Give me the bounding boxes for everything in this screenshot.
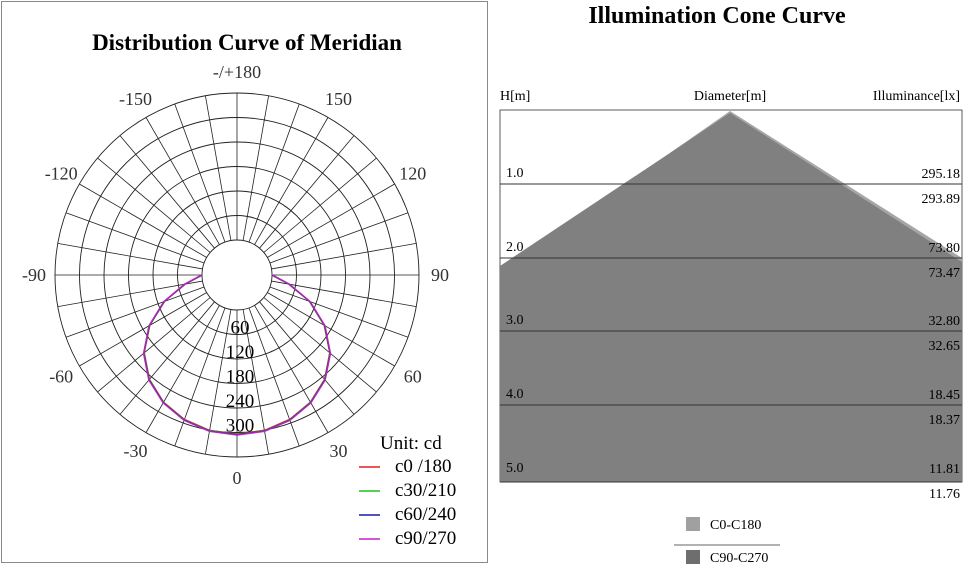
polar-legend: c0 /180 c30/210 c60/240 c90/270 <box>359 456 456 549</box>
cone-legend: C0-C180 C90-C270 <box>674 517 780 566</box>
polar-curve-3 <box>142 274 332 436</box>
polar-ring-labels: 60 120 180 240 300 <box>226 318 255 437</box>
polar-ring-label: 60 <box>231 318 250 339</box>
polar-angle-label: -30 <box>124 441 148 461</box>
cone-height-label: 4.0 <box>506 387 524 402</box>
cone-illuminance-upper: 32.80 <box>929 314 961 329</box>
cone-chart-panel: Illumination Cone Curve H[m] Diameter[m]… <box>496 0 971 567</box>
polar-angle-label: -60 <box>49 367 73 387</box>
cone-illuminance-upper: 73.80 <box>929 241 961 256</box>
cone-illuminance-upper: 11.81 <box>929 462 960 477</box>
polar-angle-label: 0 <box>233 468 242 488</box>
polar-angle-label: 120 <box>399 164 426 184</box>
polar-legend-label: c90/270 <box>395 528 456 549</box>
polar-angle-label: 150 <box>325 89 352 109</box>
polar-curves <box>142 274 332 436</box>
header-diameter: Diameter[m] <box>694 89 766 104</box>
header-h: H[m] <box>500 89 530 104</box>
polar-chart: Distribution Curve of Meridian -/+180 150… <box>22 30 456 549</box>
polar-angle-label: -90 <box>22 265 46 285</box>
cone-height-label: 3.0 <box>506 313 524 328</box>
polar-legend-label: c0 /180 <box>395 456 451 477</box>
cone-legend-label: C90-C270 <box>710 551 768 566</box>
polar-angle-label: 90 <box>431 265 449 285</box>
polar-ring-label: 300 <box>226 416 255 437</box>
polar-title: Distribution Curve of Meridian <box>92 30 402 55</box>
cone-legend-swatch <box>686 517 700 531</box>
polar-ring <box>54 92 420 458</box>
cone-body: 1.0 295.18 293.89 2.0 73.80 73.47 3.0 32.80 32.6… <box>499 109 963 502</box>
polar-ring <box>177 215 297 335</box>
cone-illuminance-upper: 18.45 <box>929 388 961 403</box>
polar-legend-label: c60/240 <box>395 504 456 525</box>
cone-chart: Illumination Cone Curve H[m] Diameter[m]… <box>499 3 963 566</box>
polar-angle-label: 30 <box>330 441 348 461</box>
polar-ring-label: 180 <box>226 367 255 388</box>
cone-height-label: 2.0 <box>506 240 524 255</box>
polar-ring-label: 120 <box>226 342 255 363</box>
polar-angle-label: -120 <box>45 164 78 184</box>
cone-title: Illumination Cone Curve <box>588 3 846 29</box>
cone-legend-label: C0-C180 <box>710 518 761 533</box>
polar-angle-label: -150 <box>119 89 152 109</box>
cone-illuminance-lower: 11.76 <box>929 487 960 502</box>
polar-ring <box>152 190 322 360</box>
cone-illuminance-lower: 293.89 <box>922 192 961 207</box>
cone-illuminance-upper: 295.18 <box>922 167 961 182</box>
polar-ring <box>128 166 346 384</box>
polar-angle-labels: -/+180 150 120 90 60 -30 0 30 -60 -90 -120 -150 <box>22 62 449 488</box>
cone-illuminance-lower: 18.37 <box>929 413 961 428</box>
polar-angle-label: -/+180 <box>213 62 261 82</box>
polar-ring <box>201 239 273 311</box>
unit-label: Unit: cd <box>380 433 442 454</box>
polar-ring-label: 240 <box>226 391 255 412</box>
polar-ring <box>79 117 395 433</box>
cone-illuminance-lower: 32.65 <box>929 339 961 354</box>
cone-legend-swatch <box>686 550 700 564</box>
cone-illuminance-lower: 73.47 <box>929 266 961 281</box>
polar-legend-label: c30/210 <box>395 480 456 501</box>
cone-height-label: 1.0 <box>506 166 524 181</box>
header-illuminance: Illuminance[lx] <box>873 89 960 104</box>
polar-chart-panel: Distribution Curve of Meridian -/+180 150… <box>1 1 488 563</box>
cone-c90-c270 <box>500 113 962 482</box>
polar-ring <box>103 141 371 409</box>
polar-angle-label: 60 <box>404 367 422 387</box>
polar-grid <box>54 92 420 458</box>
cone-height-label: 5.0 <box>506 461 524 476</box>
